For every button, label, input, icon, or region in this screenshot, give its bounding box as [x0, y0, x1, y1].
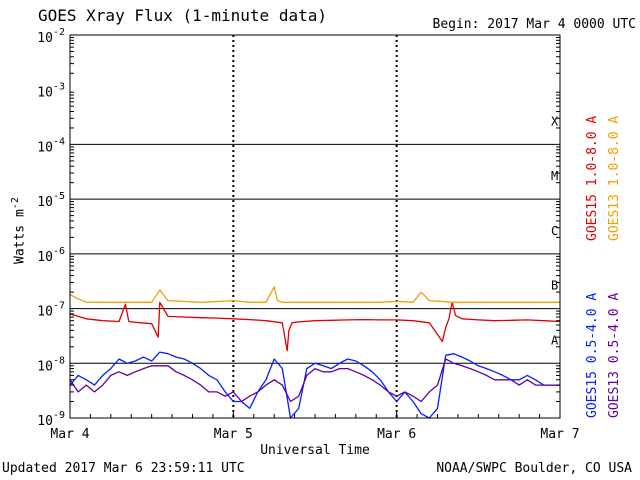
- flare-class-label: B: [551, 279, 558, 293]
- legend-goes15-long: GOES15 1.0-8.0 A: [585, 115, 600, 241]
- x-tick-label: Mar 6: [377, 427, 416, 442]
- tick-labels: 10-9 10-8 10-7 10-6 10-5 10-4 10-3 10-2 Mar 4 Mar…: [37, 27, 579, 458]
- x-tick-label: Mar 5: [214, 427, 253, 442]
- x-axis-label: Universal Time: [260, 443, 370, 458]
- y-tick-label: 10-9: [37, 410, 65, 429]
- y-tick-label: 10-6: [37, 246, 65, 265]
- flare-class-label: C: [551, 224, 558, 238]
- x-tick-label: Mar 4: [50, 427, 89, 442]
- series-line-1: [69, 286, 560, 303]
- updated-time: Updated 2017 Mar 6 23:59:11 UTC: [2, 461, 245, 476]
- plot-frame: [69, 34, 561, 419]
- legend-goes13-short-text: GOES13 0.5-4.0 A: [607, 292, 622, 418]
- legend-goes15-long-text: GOES15 1.0-8.0 A: [585, 115, 600, 241]
- y-tick-label: 10-4: [37, 136, 65, 155]
- y-tick-label: 10-5: [37, 191, 65, 210]
- y-tick-label: 10-2: [37, 27, 65, 46]
- legend-goes13-long-text: GOES13 1.0-8.0 A: [607, 115, 622, 241]
- y-tick-label: 10-3: [37, 82, 65, 101]
- legend-goes15-short: GOES15 0.5-4.0 A: [585, 292, 600, 418]
- flare-class-label: X: [551, 114, 559, 128]
- data-series: [69, 286, 561, 419]
- credit: NOAA/SWPC Boulder, CO USA: [436, 461, 632, 476]
- flare-class-label: A: [551, 333, 559, 347]
- begin-time: Begin: 2017 Mar 4 0000 UTC: [432, 17, 637, 32]
- y-axis-label-exponent: -2: [10, 197, 21, 210]
- series-line-3: [69, 358, 560, 403]
- y-axis-label-text: Watts m: [12, 209, 28, 264]
- grid-lines: [70, 35, 560, 418]
- x-tick-label: Mar 7: [540, 427, 579, 442]
- chart-title: GOES Xray Flux (1-minute data): [38, 6, 327, 25]
- y-axis-label: Watts m-2: [9, 197, 28, 264]
- series-line-2: [69, 351, 560, 419]
- legend-goes13-short: GOES13 0.5-4.0 A: [607, 292, 622, 418]
- legend-goes13-long: GOES13 1.0-8.0 A: [607, 115, 622, 241]
- flare-class-label: M: [551, 169, 558, 183]
- y-tick-label: 10-7: [37, 301, 65, 320]
- legend-goes15-short-text: GOES15 0.5-4.0 A: [585, 292, 600, 418]
- series-line-0: [69, 301, 561, 352]
- y-tick-label: 10-8: [37, 355, 65, 374]
